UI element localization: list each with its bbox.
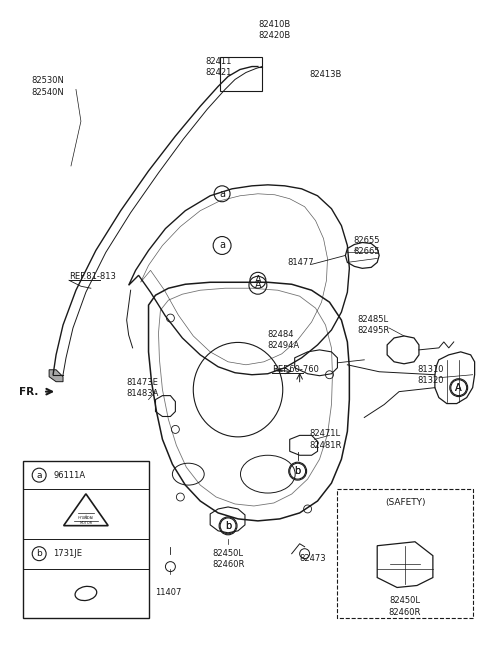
Text: 82411
82421: 82411 82421 (205, 57, 231, 77)
Text: 11407: 11407 (155, 589, 181, 597)
Text: HYUNDAI: HYUNDAI (78, 516, 94, 520)
Polygon shape (49, 370, 63, 382)
Text: b: b (295, 466, 301, 476)
Text: A: A (456, 382, 462, 393)
Text: a: a (219, 240, 225, 250)
Text: A: A (254, 281, 261, 290)
Text: A: A (254, 275, 261, 285)
Text: 82485L
82495R: 82485L 82495R (357, 315, 390, 335)
Text: 82413B: 82413B (310, 70, 342, 78)
Text: REF.81-813: REF.81-813 (69, 273, 116, 281)
Text: b: b (36, 549, 42, 558)
Text: 96111A: 96111A (53, 470, 85, 480)
Text: (SAFETY): (SAFETY) (385, 499, 425, 507)
Text: 82530N
82540N: 82530N 82540N (31, 76, 64, 97)
Text: MOTOR: MOTOR (79, 521, 93, 525)
Text: A: A (456, 382, 462, 393)
Text: 81477: 81477 (288, 258, 314, 267)
Text: 82410B
82420B: 82410B 82420B (259, 20, 291, 40)
Text: 81473E
81483A: 81473E 81483A (127, 378, 159, 398)
Text: REF.60-760: REF.60-760 (272, 365, 319, 374)
Text: 82471L
82481R: 82471L 82481R (310, 430, 342, 449)
Text: 82450L
82460R: 82450L 82460R (389, 597, 421, 617)
Text: 82655
82665: 82655 82665 (353, 236, 380, 256)
Text: b: b (225, 521, 231, 531)
Text: 82450L
82460R: 82450L 82460R (212, 549, 244, 569)
Text: FR.: FR. (19, 386, 39, 397)
Text: 1731JE: 1731JE (53, 549, 82, 558)
Text: a: a (36, 470, 42, 480)
Text: 82473: 82473 (300, 554, 326, 562)
Text: 82484
82494A: 82484 82494A (268, 330, 300, 350)
Text: b: b (295, 466, 301, 476)
Text: b: b (225, 521, 231, 531)
Text: 81310
81320: 81310 81320 (417, 365, 444, 385)
Text: ▲: ▲ (84, 514, 88, 520)
Text: a: a (219, 189, 225, 199)
